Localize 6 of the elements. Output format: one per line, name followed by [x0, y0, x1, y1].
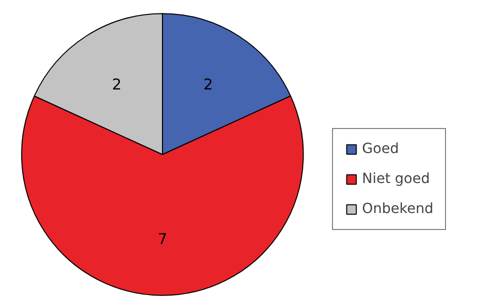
legend-label: Goed: [362, 141, 399, 157]
legend-label: Niet goed: [362, 171, 430, 187]
legend-label: Onbekend: [362, 201, 434, 217]
data-label: 2: [112, 75, 122, 94]
data-label: 7: [158, 230, 168, 248]
data-label: 2: [203, 75, 213, 94]
